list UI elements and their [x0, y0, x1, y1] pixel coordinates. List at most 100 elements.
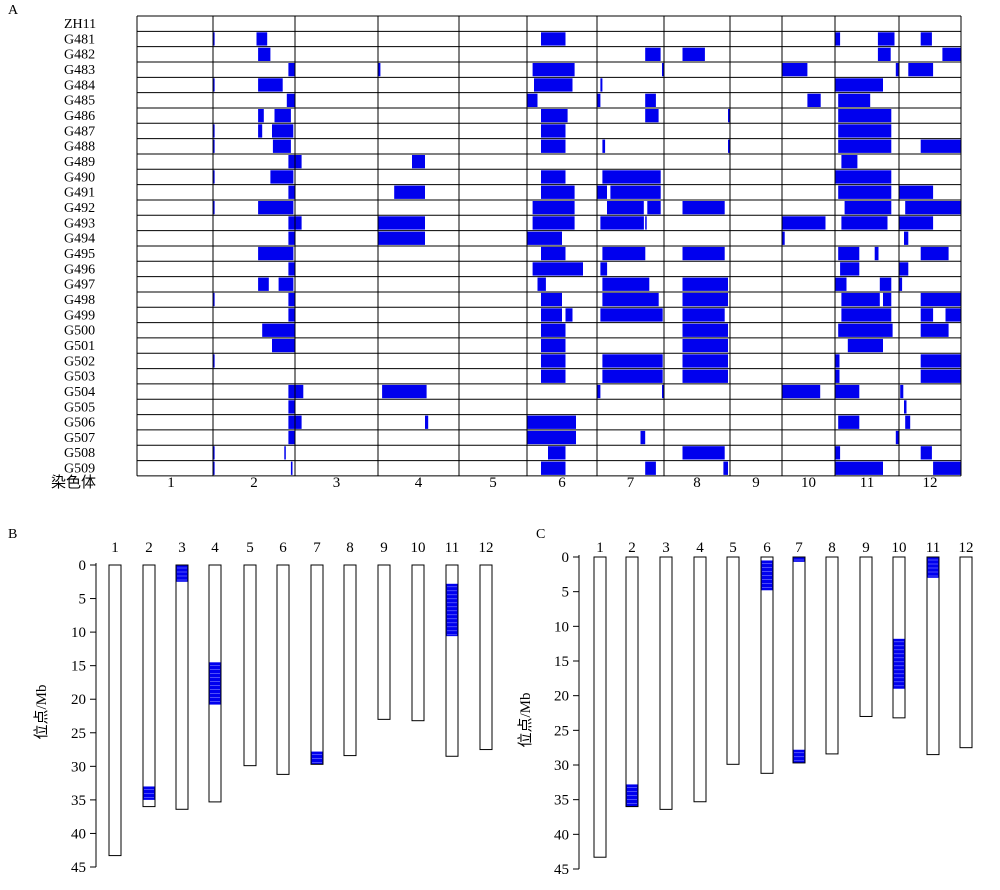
introgression-segment — [874, 246, 879, 261]
introgression-segment — [838, 415, 860, 429]
introgression-segment — [899, 262, 909, 276]
line-label: G509 — [64, 462, 95, 477]
chromosome-label: 9 — [862, 540, 870, 556]
introgression-segment — [682, 338, 728, 353]
introgression-segment — [258, 47, 271, 61]
panel-a-genotype-map: ZH11G481G482G483G484G485G486G487G488G489… — [64, 15, 962, 491]
introgression-segment — [541, 338, 566, 353]
y-tick-label: 25 — [554, 723, 569, 739]
introgression-segment — [838, 124, 892, 138]
chromosome-label: 1 — [111, 540, 119, 556]
introgression-segment — [640, 430, 646, 445]
introgression-segment — [682, 47, 705, 61]
line-label: G493 — [64, 216, 95, 231]
introgression-segment — [728, 109, 730, 123]
introgression-segment — [835, 369, 840, 383]
chromosome-label: 11 — [926, 540, 940, 556]
line-label: G500 — [64, 324, 95, 339]
introgression-segment — [602, 354, 663, 368]
introgression-segment — [835, 78, 883, 92]
introgression-segment — [682, 292, 728, 307]
panel-a-x-axis-label: 染色体 — [51, 474, 96, 491]
y-tick-label: 15 — [554, 654, 569, 670]
introgression-segment — [213, 354, 215, 368]
chromosome-bar — [445, 564, 459, 757]
chromosome-bar — [593, 556, 607, 858]
introgression-segment — [807, 93, 821, 107]
introgression-segment — [288, 430, 295, 445]
chromosome-tick-label: 9 — [752, 475, 760, 491]
chromosome-tick-label: 10 — [801, 475, 816, 491]
introgression-segment — [213, 292, 215, 307]
chromosome-label: 3 — [662, 540, 670, 556]
introgression-segment — [879, 277, 892, 291]
introgression-segment — [534, 78, 573, 92]
chromosome-label: 8 — [828, 540, 836, 556]
introgression-segment — [541, 124, 566, 138]
introgression-segment — [541, 308, 562, 322]
introgression-segment — [295, 216, 302, 230]
introgression-segment — [565, 308, 573, 322]
introgression-segment — [541, 170, 566, 184]
introgression-segment — [840, 262, 860, 276]
introgression-segment — [213, 446, 215, 460]
introgression-segment — [541, 354, 566, 368]
y-tick-label: 30 — [554, 758, 569, 774]
y-tick-label: 45 — [71, 860, 86, 876]
introgression-segment — [927, 557, 939, 578]
introgression-segment — [835, 354, 840, 368]
introgression-segment — [278, 277, 294, 291]
line-label: G486 — [64, 109, 95, 124]
chromosome-tick-label: 4 — [415, 475, 423, 491]
introgression-segment — [607, 201, 644, 215]
introgression-segment — [544, 231, 562, 245]
chromosome-tick-label: 7 — [627, 475, 635, 491]
introgression-segment — [541, 32, 566, 46]
chromosome-tick-label: 1 — [167, 475, 175, 491]
chromosome-bar — [208, 564, 222, 803]
panel-b-y-axis-label: 位点/Mb — [33, 684, 50, 739]
introgression-segment — [258, 109, 264, 123]
introgression-segment — [288, 63, 295, 77]
introgression-segment — [600, 308, 663, 322]
line-label: G503 — [64, 370, 95, 385]
introgression-segment — [682, 308, 725, 322]
introgression-segment — [895, 430, 899, 445]
chromosome-bar — [411, 564, 425, 722]
chromosome-bar — [243, 564, 257, 767]
introgression-segment — [258, 78, 283, 92]
introgression-segment — [920, 139, 961, 153]
introgression-segment — [899, 277, 903, 291]
introgression-segment — [645, 47, 661, 61]
introgression-segment — [597, 185, 607, 199]
chromosome-bar — [693, 556, 707, 803]
line-label: G502 — [64, 354, 95, 369]
line-label: G491 — [64, 186, 95, 201]
introgression-segment — [835, 277, 847, 291]
line-label: G505 — [64, 400, 95, 415]
y-tick-label: 5 — [79, 592, 87, 608]
chromosome-label: 2 — [628, 540, 636, 556]
chromosome-tick-label: 3 — [333, 475, 341, 491]
introgression-segment — [662, 384, 664, 399]
introgression-segment — [272, 139, 291, 153]
introgression-segment — [412, 155, 425, 169]
chromosome-label: 6 — [279, 540, 287, 556]
panel-b-label: B — [8, 527, 17, 542]
y-tick-label: 25 — [71, 726, 86, 742]
introgression-segment — [258, 201, 294, 215]
chromosome-label: 7 — [313, 540, 321, 556]
introgression-segment — [378, 216, 425, 230]
introgression-segment — [662, 63, 664, 77]
line-label: G492 — [64, 201, 95, 216]
introgression-segment — [213, 124, 215, 138]
introgression-segment — [682, 277, 728, 291]
introgression-segment — [600, 78, 603, 92]
introgression-segment — [258, 124, 263, 138]
introgression-segment — [899, 216, 934, 230]
y-tick-label: 30 — [71, 759, 86, 775]
line-label: ZH11 — [64, 17, 96, 32]
introgression-segment — [782, 63, 808, 77]
chromosome-label: 10 — [411, 540, 426, 556]
chromosome-bar — [108, 564, 122, 857]
